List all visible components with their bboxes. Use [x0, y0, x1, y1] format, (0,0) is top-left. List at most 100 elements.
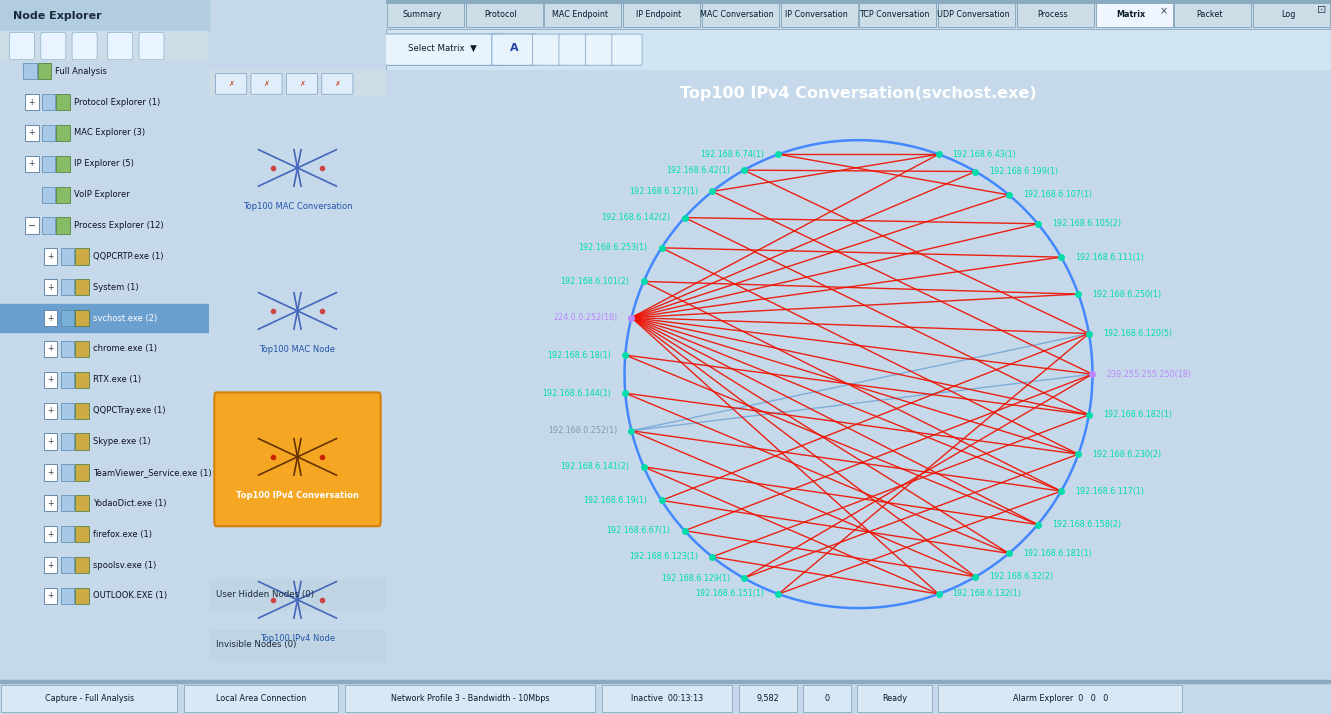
Text: ✗: ✗	[299, 81, 305, 87]
Bar	[61, 310, 75, 326]
FancyBboxPatch shape	[612, 34, 642, 65]
Bar	[76, 526, 89, 543]
FancyBboxPatch shape	[1174, 4, 1251, 27]
Text: Ready: Ready	[882, 694, 906, 703]
Bar	[61, 341, 75, 357]
Bar	[61, 464, 75, 481]
Text: Top100 MAC Node: Top100 MAC Node	[260, 346, 335, 354]
Bar	[76, 248, 89, 265]
FancyBboxPatch shape	[9, 33, 35, 60]
Bar	[61, 496, 75, 511]
Text: 192.168.6.105(2): 192.168.6.105(2)	[1051, 219, 1121, 228]
Text: 192.168.6.132(1): 192.168.6.132(1)	[953, 590, 1022, 598]
Text: Protocol: Protocol	[484, 10, 518, 19]
Text: +: +	[48, 376, 53, 384]
FancyBboxPatch shape	[1254, 4, 1330, 27]
Bar	[44, 372, 57, 388]
Text: TCP Conversation: TCP Conversation	[860, 10, 930, 19]
Bar	[41, 125, 56, 141]
Text: IP Explorer (5): IP Explorer (5)	[75, 159, 134, 169]
Bar	[25, 94, 39, 110]
Text: 192.168.6.74(1): 192.168.6.74(1)	[700, 150, 764, 159]
FancyBboxPatch shape	[623, 4, 700, 27]
Bar	[44, 248, 57, 265]
Bar	[76, 557, 89, 573]
Text: 192.168.6.151(1): 192.168.6.151(1)	[695, 590, 764, 598]
Bar	[25, 125, 39, 141]
FancyBboxPatch shape	[938, 4, 1016, 27]
Text: 192.168.6.199(1): 192.168.6.199(1)	[989, 167, 1058, 176]
Bar	[25, 217, 39, 233]
FancyBboxPatch shape	[72, 33, 97, 60]
Text: Log: Log	[1282, 10, 1295, 19]
Bar	[803, 685, 851, 712]
Bar	[44, 464, 57, 481]
Bar	[76, 372, 89, 388]
Text: 192.168.6.117(1): 192.168.6.117(1)	[1075, 487, 1145, 496]
Text: 192.168.6.120(5): 192.168.6.120(5)	[1103, 329, 1173, 338]
FancyBboxPatch shape	[701, 4, 779, 27]
Text: 224.0.0.252(18): 224.0.0.252(18)	[554, 313, 618, 322]
Text: Full Analysis: Full Analysis	[56, 66, 108, 76]
FancyBboxPatch shape	[322, 74, 353, 94]
FancyBboxPatch shape	[381, 34, 504, 66]
Text: spoolsv.exe (1): spoolsv.exe (1)	[93, 560, 156, 570]
Bar	[76, 588, 89, 604]
Text: Top100 IPv4 Conversation: Top100 IPv4 Conversation	[236, 491, 359, 501]
FancyBboxPatch shape	[1095, 4, 1173, 27]
FancyBboxPatch shape	[586, 34, 616, 65]
Text: 192.168.6.127(1): 192.168.6.127(1)	[630, 187, 699, 196]
Text: +: +	[28, 98, 35, 106]
Text: 192.168.6.32(2): 192.168.6.32(2)	[989, 572, 1054, 581]
Text: +: +	[48, 252, 53, 261]
Text: Node Explorer: Node Explorer	[12, 11, 101, 21]
FancyBboxPatch shape	[544, 4, 622, 27]
Bar	[61, 433, 75, 450]
Text: 192.168.6.123(1): 192.168.6.123(1)	[630, 553, 699, 561]
Text: Local Area Connection: Local Area Connection	[216, 694, 306, 703]
Bar	[76, 464, 89, 481]
Bar	[44, 403, 57, 419]
FancyBboxPatch shape	[216, 74, 246, 94]
Bar	[23, 63, 36, 79]
Text: +: +	[48, 560, 53, 570]
Text: Select Matrix  ▼: Select Matrix ▼	[409, 44, 476, 53]
Text: Matrix: Matrix	[1117, 10, 1146, 19]
FancyBboxPatch shape	[286, 74, 318, 94]
Text: 192.168.6.253(1): 192.168.6.253(1)	[579, 243, 647, 252]
Text: A: A	[510, 44, 519, 54]
Bar	[76, 496, 89, 511]
Bar	[0, 680, 1331, 683]
Bar	[76, 403, 89, 419]
Bar	[44, 279, 57, 296]
Bar	[76, 310, 89, 326]
Text: +: +	[28, 129, 35, 138]
Bar	[61, 403, 75, 419]
Text: Skype.exe (1): Skype.exe (1)	[93, 437, 150, 446]
Text: 192.168.6.101(2): 192.168.6.101(2)	[560, 277, 630, 286]
Text: 192.168.6.141(2): 192.168.6.141(2)	[560, 462, 630, 471]
Bar	[56, 94, 71, 110]
Text: +: +	[48, 468, 53, 477]
Text: 192.168.6.144(1): 192.168.6.144(1)	[543, 388, 611, 398]
Text: −: −	[28, 221, 36, 231]
Text: 239.255.255.250(18): 239.255.255.250(18)	[1106, 370, 1191, 378]
Text: ✗: ✗	[264, 81, 269, 87]
Text: Top100 IPv4 Node: Top100 IPv4 Node	[260, 634, 335, 643]
Bar	[44, 341, 57, 357]
Text: Packet: Packet	[1197, 10, 1223, 19]
Text: RTX.exe (1): RTX.exe (1)	[93, 376, 141, 384]
Text: 192.168.6.111(1): 192.168.6.111(1)	[1075, 253, 1145, 261]
Bar	[209, 630, 386, 660]
Text: 192.168.6.230(2): 192.168.6.230(2)	[1093, 450, 1162, 458]
Text: ⊡: ⊡	[1316, 5, 1326, 15]
Bar	[61, 557, 75, 573]
Bar	[938, 685, 1182, 712]
FancyBboxPatch shape	[532, 34, 563, 65]
FancyBboxPatch shape	[387, 4, 463, 27]
Bar	[44, 310, 57, 326]
FancyBboxPatch shape	[1017, 4, 1094, 27]
Bar	[76, 341, 89, 357]
Text: 192.168.6.129(1): 192.168.6.129(1)	[660, 573, 729, 583]
Bar	[61, 279, 75, 296]
